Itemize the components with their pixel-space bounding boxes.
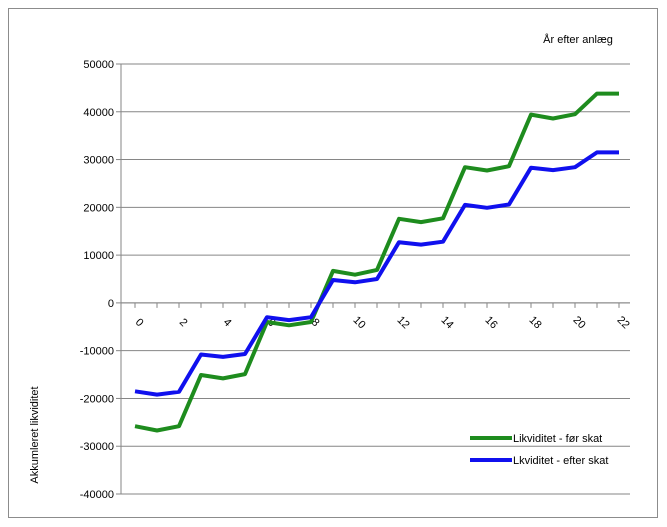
x-axis: 0 2 4 6 8 10 12 14 16 18 20 22	[121, 302, 632, 331]
x-tick-label: 10	[351, 314, 368, 331]
y-tick-label: -40000	[80, 489, 114, 501]
legend-label-2: Lkviditet - efter skat	[513, 455, 608, 467]
legend: Likviditet - før skat Lkviditet - efter s…	[470, 433, 608, 467]
series-line-1	[134, 91, 619, 433]
y-tick-label: 40000	[83, 107, 114, 119]
x-tick-label: 20	[571, 314, 588, 331]
x-tick-label: 4	[221, 316, 234, 329]
x-axis-title: År efter anlæg	[543, 33, 613, 46]
y-tick-label: 50000	[83, 59, 114, 71]
x-tick-label: 18	[527, 314, 544, 331]
y-tick-label: 20000	[83, 202, 114, 214]
y-tick-label: 0	[108, 298, 114, 310]
x-tick-label: 14	[439, 314, 456, 331]
series-line-2	[134, 150, 619, 397]
x-tick-label: 12	[395, 314, 412, 331]
x-tick-label: 22	[615, 314, 632, 331]
y-tick-label: 10000	[83, 250, 114, 262]
y-tick-label: -30000	[80, 441, 114, 453]
series-lines	[134, 91, 619, 433]
y-tick-label: 30000	[83, 155, 114, 167]
legend-label-1: Likviditet - før skat	[513, 433, 602, 445]
grid-lines	[121, 63, 630, 495]
y-axis-ticks: -40000 -30000 -20000 -10000 0 10000 20000 30000…	[80, 59, 121, 501]
y-axis-title: Akkumleret likviditet	[29, 386, 41, 483]
chart-frame	[8, 8, 658, 518]
x-tick-label: 16	[483, 314, 500, 331]
x-tick-label: 2	[177, 316, 190, 329]
y-tick-label: -20000	[80, 393, 114, 405]
x-tick-label: 0	[133, 316, 146, 329]
y-tick-label: -10000	[80, 346, 114, 358]
